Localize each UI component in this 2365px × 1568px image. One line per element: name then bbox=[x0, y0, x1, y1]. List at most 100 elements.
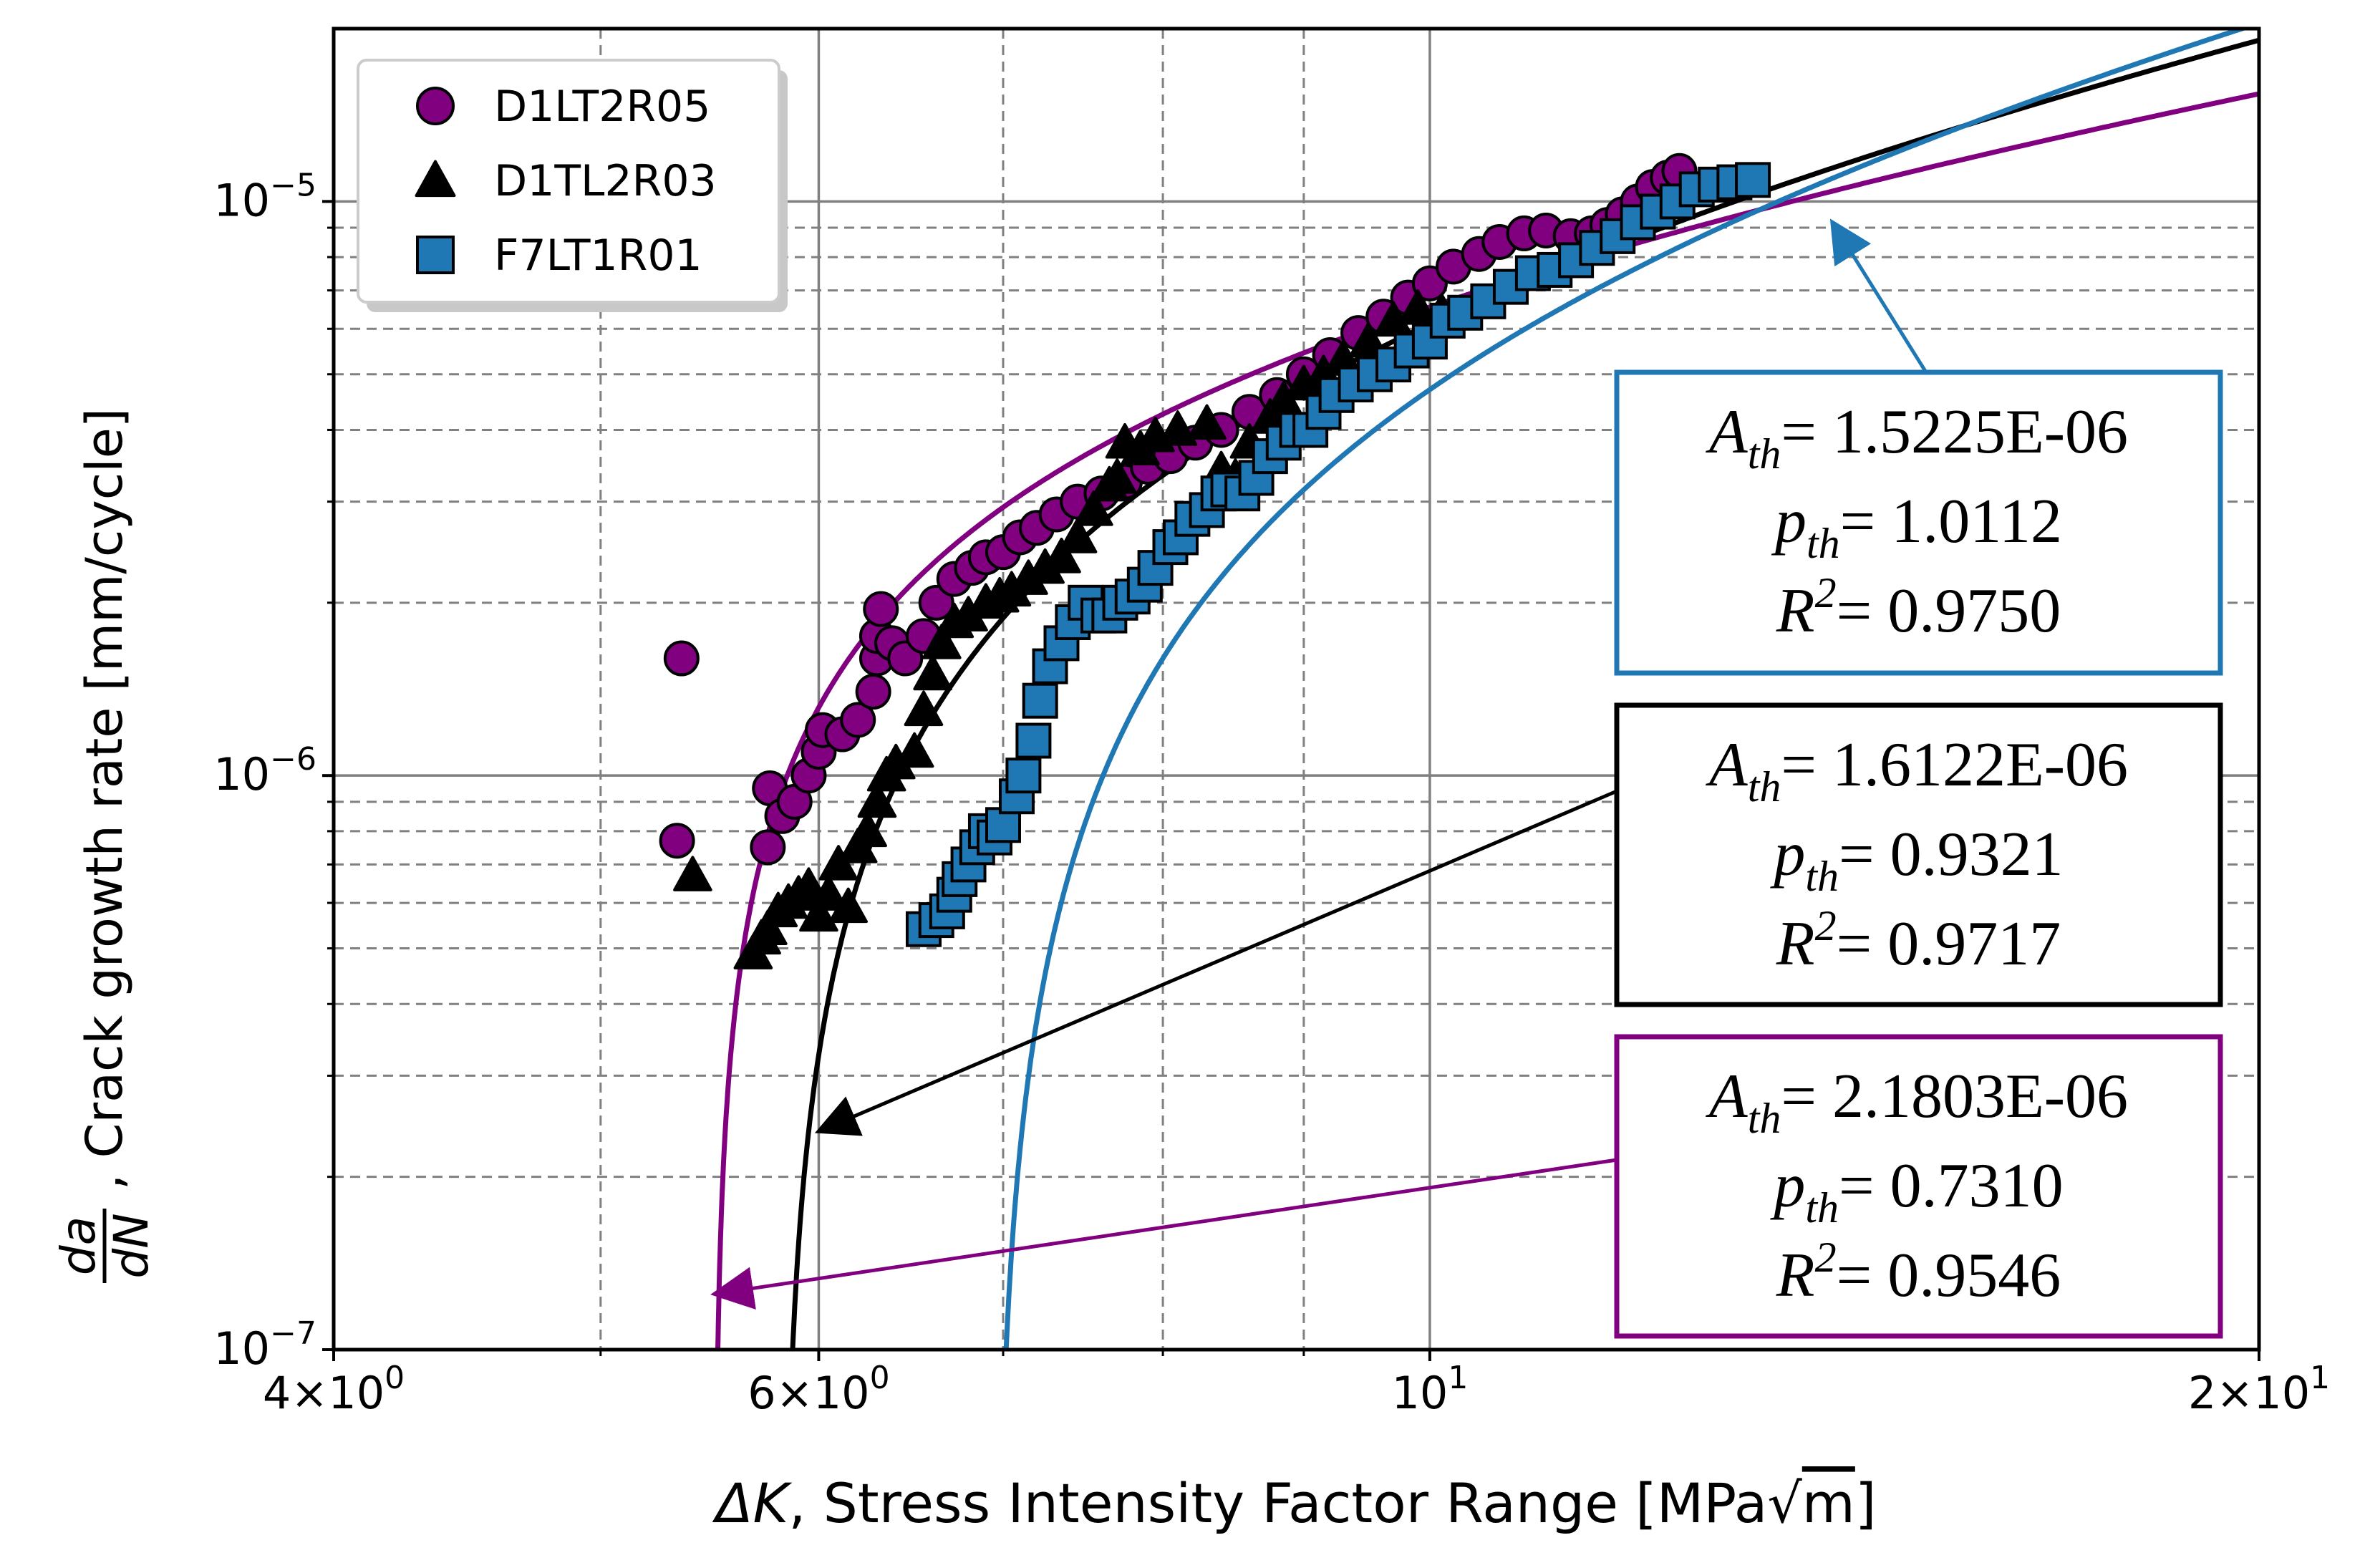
x-tick-label: 101 bbox=[1391, 1360, 1468, 1419]
x-tick-base: 10 bbox=[2253, 1367, 2310, 1419]
y-tick-exponent: −6 bbox=[270, 741, 316, 778]
annotation-symbol: R bbox=[1776, 576, 1815, 646]
y-tick-base: 10 bbox=[213, 1322, 270, 1375]
data-markers bbox=[659, 153, 1771, 969]
y-axis-label: da dN , Crack growth rate [mm/cycle] bbox=[51, 408, 159, 1283]
legend-item-d1tl2r03: D1TL2R03 bbox=[415, 156, 717, 206]
annotation-equals: = bbox=[1781, 730, 1832, 800]
plot-frame bbox=[332, 26, 2261, 1352]
annotation-value: 1.0112 bbox=[1891, 487, 2062, 556]
annotation-line: R2= 0.9546 bbox=[1776, 1234, 2061, 1310]
annotation-symbol: p bbox=[1771, 487, 1807, 556]
data-point-f7lt1r01 bbox=[1015, 722, 1052, 759]
annotation-arrow bbox=[710, 1158, 1617, 1310]
annotation-value: 1.6122E-06 bbox=[1832, 730, 2128, 800]
data-point-d1lt2r05 bbox=[659, 823, 695, 859]
annotation-subscript: th bbox=[1748, 1095, 1781, 1142]
annotation-equals: = bbox=[1781, 1062, 1832, 1131]
x-tick-label: 6×100 bbox=[748, 1360, 889, 1419]
data-point-d1tl2r03 bbox=[1187, 404, 1227, 440]
data-point-d1tl2r03 bbox=[748, 909, 788, 945]
annotation-arrows bbox=[710, 218, 1928, 1310]
annotation-value: 0.9321 bbox=[1890, 820, 2064, 889]
annotation-equals: = bbox=[1839, 1151, 1890, 1221]
annotation-value: 0.9717 bbox=[1887, 909, 2061, 979]
y-tick-base: 10 bbox=[213, 174, 270, 226]
data-point-d1lt2r05 bbox=[855, 674, 891, 710]
data-point-d1tl2r03 bbox=[789, 867, 828, 903]
annotation-line: Ath= 1.6122E-06 bbox=[1706, 730, 2128, 810]
x-tick-times: × bbox=[2216, 1367, 2253, 1419]
annotation-superscript: 2 bbox=[1815, 1234, 1837, 1281]
annotation-equals: = bbox=[1837, 576, 1888, 646]
annotation-equals: = bbox=[1840, 487, 1892, 556]
data-point-f7lt1r01 bbox=[1022, 682, 1058, 719]
data-point-d1tl2r03 bbox=[913, 654, 952, 691]
annotation-line: Ath= 1.5225E-06 bbox=[1706, 397, 2128, 478]
x-tick-exponent: 0 bbox=[870, 1360, 890, 1396]
annotation-value: 0.9750 bbox=[1887, 576, 2061, 646]
annotation-symbol: p bbox=[1769, 820, 1805, 889]
x-tick-exponent: 0 bbox=[385, 1360, 405, 1396]
x-tick-times: × bbox=[776, 1367, 813, 1419]
annotation-superscript: 2 bbox=[1815, 569, 1837, 616]
data-point-d1tl2r03 bbox=[857, 782, 897, 818]
annotation-equals: = bbox=[1837, 1241, 1888, 1310]
annotation-symbol: R bbox=[1776, 1241, 1815, 1310]
x-axis-label: ΔK, Stress Intensity Factor Range [MPa√m… bbox=[712, 1471, 1876, 1535]
x-tick-mantissa: 2 bbox=[2188, 1367, 2216, 1419]
y-tick-label: 10−5 bbox=[213, 167, 316, 226]
annotation-box-border bbox=[1614, 1034, 2223, 1339]
fit-curve-d1lt2r05 bbox=[715, 91, 2259, 1350]
data-point-d1tl2r03 bbox=[1158, 410, 1198, 446]
data-point-d1lt2r05 bbox=[918, 584, 954, 621]
x-tick-mantissa: 4 bbox=[263, 1367, 291, 1419]
annotation-subscript: th bbox=[1805, 1184, 1839, 1231]
y-axis-label-numerator: da bbox=[51, 1216, 106, 1275]
annotation-value: 2.1803E-06 bbox=[1832, 1062, 2128, 1131]
annotation-symbol: p bbox=[1769, 1151, 1805, 1221]
data-point-d1lt2r05 bbox=[863, 591, 899, 627]
annotation-subscript: th bbox=[1805, 853, 1839, 900]
data-point-d1tl2r03 bbox=[1398, 289, 1438, 325]
annotation-value: 1.5225E-06 bbox=[1832, 397, 2128, 467]
y-axis-label-text: , Crack growth rate [mm/cycle] bbox=[75, 408, 134, 1190]
legend-item-d1lt2r05: D1LT2R05 bbox=[416, 82, 710, 132]
annotation-equals: = bbox=[1781, 397, 1832, 467]
annotation-subscript: th bbox=[1807, 520, 1840, 567]
y-tick-base: 10 bbox=[213, 748, 270, 800]
annotation-line: Ath= 2.1803E-06 bbox=[1706, 1062, 2128, 1142]
x-tick-label: 2×101 bbox=[2188, 1360, 2330, 1419]
data-point-f7lt1r01 bbox=[1005, 758, 1042, 794]
legend-marker-triangle-icon bbox=[415, 160, 456, 198]
annotation-symbol: A bbox=[1706, 730, 1749, 800]
legend-marker-square-icon bbox=[416, 236, 455, 274]
annotation-subscript: th bbox=[1748, 430, 1781, 478]
legend-label: D1LT2R05 bbox=[494, 82, 710, 132]
y-tick-label: 10−7 bbox=[213, 1315, 316, 1375]
legend-item-f7lt1r01: F7LT1R01 bbox=[416, 231, 702, 281]
annotation-subscript: th bbox=[1748, 763, 1781, 810]
legend-label: D1TL2R03 bbox=[494, 156, 717, 206]
data-point-d1tl2r03 bbox=[894, 732, 934, 768]
y-tick-label: 10−6 bbox=[213, 741, 316, 800]
x-tick-base: 10 bbox=[328, 1367, 385, 1419]
legend-marker-circle-icon bbox=[416, 87, 455, 125]
data-point-d1tl2r03 bbox=[799, 896, 838, 932]
annotation-arrow bbox=[814, 789, 1617, 1136]
data-point-d1tl2r03 bbox=[1097, 458, 1137, 494]
y-axis-label-denominator: dN bbox=[104, 1213, 159, 1278]
annotation-line: R2= 0.9750 bbox=[1776, 569, 2061, 646]
annotation-value: 0.9546 bbox=[1887, 1241, 2061, 1310]
x-tick-base: 10 bbox=[813, 1367, 870, 1419]
annotation-equals: = bbox=[1837, 909, 1888, 979]
annotation-symbol: A bbox=[1706, 397, 1749, 467]
annotation-arrow bbox=[1829, 218, 1928, 374]
data-point-d1tl2r03 bbox=[828, 887, 868, 924]
annotation-line: pth= 1.0112 bbox=[1771, 487, 2062, 567]
